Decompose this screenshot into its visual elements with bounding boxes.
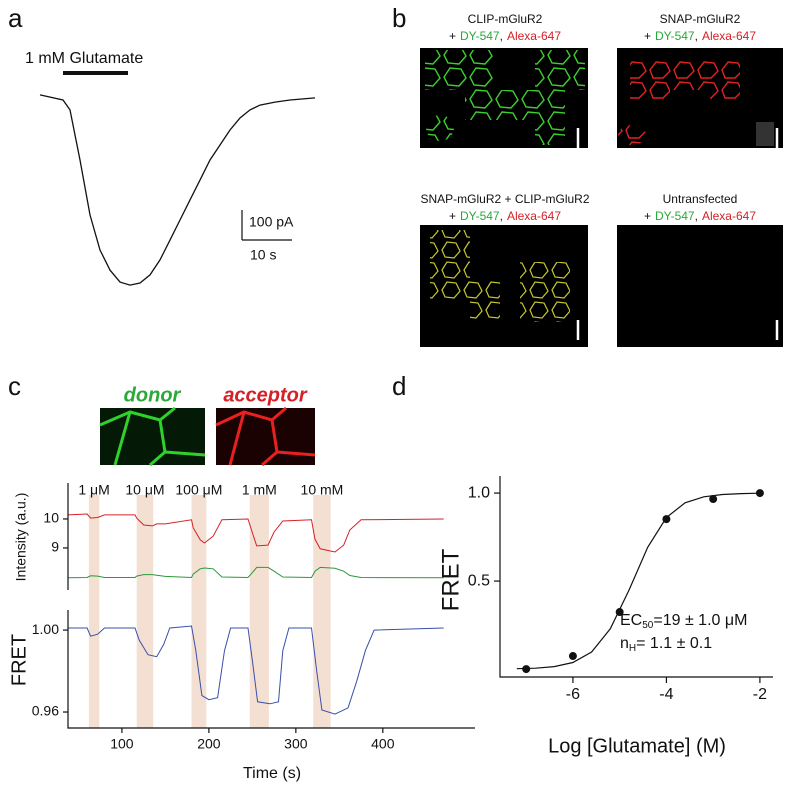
annotation: EC50=19 ± 1.0 μM [620, 612, 747, 630]
micrograph [617, 48, 783, 148]
intensity-trace [67, 566, 444, 579]
stimulus-label: 1 mM [242, 482, 277, 498]
y-axis-label: FRET [437, 548, 464, 611]
micrograph [420, 225, 588, 347]
separator: , [695, 209, 698, 223]
data-point [522, 665, 531, 674]
y-tick-label: 9 [51, 539, 59, 555]
separator: , [500, 29, 503, 43]
x-tick-label: -4 [659, 686, 673, 703]
panel-label: c [8, 371, 21, 401]
stimulus-window [88, 495, 100, 728]
micrograph [617, 225, 783, 347]
annotation-sub: H [629, 643, 636, 654]
dye: Alexa-647 [702, 209, 756, 223]
y-axis-label: FRET [8, 634, 30, 686]
data-point [615, 608, 624, 617]
data-point [755, 489, 764, 498]
annotation-main: n [620, 635, 629, 652]
x-axis-label: Time (s) [243, 765, 301, 782]
y-tick-label: 1.0 [468, 484, 490, 501]
image-stain: + DY-547, Alexa-647 [449, 29, 561, 43]
image-title: CLIP-mGluR2 [468, 12, 543, 26]
data-point [709, 495, 718, 504]
dye: Alexa-647 [507, 29, 561, 43]
fret-trace [68, 625, 444, 715]
y-tick-label: 0.5 [468, 572, 490, 589]
channel-label: acceptor [223, 384, 308, 406]
annotation-rest: =19 ± 1.0 μM [653, 612, 747, 629]
intensity-trace [67, 513, 444, 553]
x-tick-label: 100 [110, 736, 134, 752]
stimulus-window [249, 495, 269, 728]
micrograph [215, 406, 316, 467]
dye: DY-547 [460, 209, 500, 223]
dye: Alexa-647 [702, 29, 756, 43]
stain-prefix: + [644, 29, 651, 43]
x-tick-label: 300 [284, 736, 308, 752]
stimulus-label: 100 μM [175, 482, 222, 498]
dye: DY-547 [655, 209, 695, 223]
panel-label: a [8, 3, 23, 33]
micrograph [99, 406, 206, 467]
micrograph [420, 48, 588, 148]
y-tick-label: 0.96 [32, 703, 59, 719]
y-tick-label: 10 [43, 510, 59, 526]
image-stain: + DY-547, Alexa-647 [449, 209, 561, 223]
panel-label: b [392, 3, 406, 33]
stain-prefix: + [449, 29, 456, 43]
stimulus-label: 10 μM [125, 482, 164, 498]
scale-label: 10 s [250, 247, 276, 263]
annotation-main: EC [620, 612, 642, 629]
dye: DY-547 [655, 29, 695, 43]
stain-prefix: + [449, 209, 456, 223]
annotation: nH= 1.1 ± 0.1 [620, 635, 712, 653]
image-stain: + DY-547, Alexa-647 [644, 209, 756, 223]
y-axis-label: Intensity (a.u.) [13, 493, 29, 582]
fit-curve [516, 492, 760, 670]
stimulus-label: 1 mM Glutamate [25, 50, 143, 67]
stimulus-label: 1 μM [78, 482, 109, 498]
stimulus-label: 10 mM [301, 482, 344, 498]
image-title: SNAP-mGluR2 [660, 12, 741, 26]
x-tick-label: 200 [197, 736, 221, 752]
current-trace [39, 94, 316, 286]
dye: Alexa-647 [507, 209, 561, 223]
stimulus-window [191, 495, 207, 728]
panel-label: d [392, 371, 406, 401]
y-tick-label: 1.00 [32, 621, 59, 637]
axes [499, 476, 773, 678]
x-tick-label: 400 [371, 736, 395, 752]
separator: , [500, 209, 503, 223]
data-point [568, 652, 577, 661]
x-axis-label: Log [Glutamate] (M) [548, 735, 726, 757]
scale-label: 100 pA [249, 214, 294, 230]
stain-prefix: + [644, 209, 651, 223]
stimulus-window [136, 495, 154, 728]
channel-label: donor [124, 384, 182, 406]
stimulus-window [313, 495, 331, 728]
image-title: SNAP-mGluR2 + CLIP-mGluR2 [420, 192, 589, 206]
x-tick-label: -6 [566, 686, 580, 703]
x-tick-label: -2 [753, 686, 767, 703]
axes [67, 610, 475, 729]
image-stain: + DY-547, Alexa-647 [644, 29, 756, 43]
data-point [662, 515, 671, 524]
annotation-sub: 50 [642, 620, 654, 631]
separator: , [695, 29, 698, 43]
annotation-rest: = 1.1 ± 0.1 [636, 635, 712, 652]
dye: DY-547 [460, 29, 500, 43]
image-title: Untransfected [663, 192, 738, 206]
